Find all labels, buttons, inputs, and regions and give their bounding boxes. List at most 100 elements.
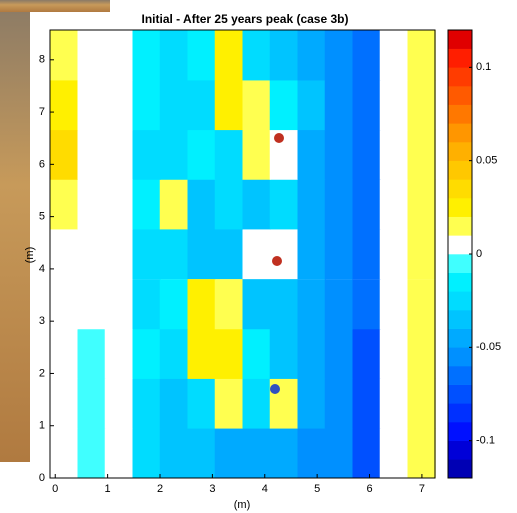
heatmap-cell — [407, 428, 436, 479]
heatmap-cell — [297, 79, 326, 131]
heatmap-cell — [104, 228, 133, 280]
heatmap-cell — [49, 378, 78, 429]
heatmap-cell — [159, 30, 188, 81]
heatmap-cell — [214, 279, 243, 330]
heatmap-cell — [77, 428, 106, 479]
heatmap-cell — [297, 179, 326, 230]
y-tick-label: 3 — [39, 315, 45, 327]
heatmap-cell — [242, 428, 271, 479]
colorbar-swatch — [448, 142, 472, 161]
plot-frame — [49, 29, 436, 479]
colorbar-swatch — [448, 86, 472, 105]
y-tick-label: 2 — [39, 367, 45, 379]
heatmap-cell — [269, 79, 298, 131]
colorbar-tick-label: 0.05 — [476, 155, 497, 167]
heatmap-cell — [187, 428, 216, 479]
heatmap-cell — [214, 378, 243, 429]
heatmap-cell — [159, 179, 188, 230]
heatmap-cell — [379, 378, 408, 429]
heatmap-cell — [269, 279, 298, 330]
heatmap-cell — [352, 228, 381, 280]
heatmap-cell — [77, 279, 106, 330]
heatmap-cell — [104, 179, 133, 230]
plot-area — [49, 30, 436, 479]
colorbar-swatch — [448, 254, 472, 273]
heatmap-cell — [297, 129, 326, 180]
chart-title: Initial - After 25 years peak (case 3b) — [142, 12, 349, 26]
heatmap-cell — [407, 30, 436, 81]
heatmap-cell — [159, 378, 188, 429]
y-axis-label: (m) — [24, 247, 36, 264]
heatmap-cell — [379, 328, 408, 379]
heatmap-cell — [49, 428, 78, 479]
heatmap-cell — [324, 179, 353, 230]
heatmap-cell — [324, 279, 353, 330]
colorbar-swatch — [448, 30, 472, 49]
heatmap-cell — [104, 428, 133, 479]
x-tick-label: 5 — [314, 483, 320, 495]
heatmap-cell — [324, 79, 353, 131]
heatmap-cell — [324, 129, 353, 180]
colorbar-tick-label: -0.1 — [476, 435, 495, 447]
colorbar-swatch — [448, 291, 472, 311]
colorbar-swatch — [448, 104, 472, 124]
heatmap-cell — [159, 228, 188, 280]
heatmap-cell — [352, 378, 381, 429]
heatmap-cell — [242, 79, 271, 131]
heatmap-cell — [77, 179, 106, 230]
heatmap-cell — [104, 79, 133, 131]
heatmap-cell — [297, 378, 326, 429]
heatmap-cell — [379, 179, 408, 230]
colorbar-swatch — [448, 179, 472, 199]
heatmap-cell — [269, 428, 298, 479]
y-tick-label: 5 — [39, 211, 45, 223]
heatmap-cell — [77, 30, 106, 81]
colorbar-swatch — [448, 459, 472, 479]
colorbar-swatch — [448, 48, 472, 68]
background-photo — [0, 0, 30, 462]
y-tick-label: 4 — [39, 263, 45, 275]
heatmap-cell — [379, 30, 408, 81]
heatmap-cell — [379, 228, 408, 280]
colorbar-tick-label: -0.05 — [476, 341, 501, 353]
heatmap-cell — [49, 30, 78, 81]
colorbar-swatch — [448, 198, 472, 217]
heatmap-cell — [132, 228, 161, 280]
heatmap-cell — [49, 328, 78, 379]
heatmap-cell — [132, 328, 161, 379]
heatmap-cell — [214, 79, 243, 131]
heatmap-cell — [297, 279, 326, 330]
heatmap-cell — [324, 228, 353, 280]
heatmap-cell — [187, 79, 216, 131]
colorbar-swatch — [448, 67, 472, 87]
heatmap-cell — [297, 228, 326, 280]
colorbar-swatch — [448, 310, 472, 329]
heatmap-cell — [132, 30, 161, 81]
heatmap-cell — [49, 279, 78, 330]
structure — [272, 256, 282, 266]
heatmap-cell — [242, 129, 271, 180]
heatmap-cell — [242, 378, 271, 429]
heatmap-cell — [77, 79, 106, 131]
heatmap-cell — [49, 79, 78, 131]
heatmap-cell — [407, 378, 436, 429]
heatmap-cell — [324, 328, 353, 379]
colorbar-swatch — [448, 160, 472, 180]
heatmap-cell — [407, 129, 436, 180]
heatmap-cell — [379, 79, 408, 131]
heatmap-cell — [269, 30, 298, 81]
heatmap-cell — [77, 328, 106, 379]
x-tick-label: 0 — [52, 483, 58, 495]
heatmap-cell — [159, 79, 188, 131]
colorbar-swatch — [448, 272, 472, 292]
heatmap-cell — [379, 428, 408, 479]
heatmap-cell — [407, 279, 436, 330]
colorbar-swatch — [448, 216, 472, 236]
heatmap-cell — [352, 30, 381, 81]
heatmap-cell — [324, 428, 353, 479]
heatmap-cell — [187, 179, 216, 230]
heatmap-cell — [242, 30, 271, 81]
heatmap-cell — [49, 129, 78, 180]
y-tick-label: 7 — [39, 106, 45, 118]
